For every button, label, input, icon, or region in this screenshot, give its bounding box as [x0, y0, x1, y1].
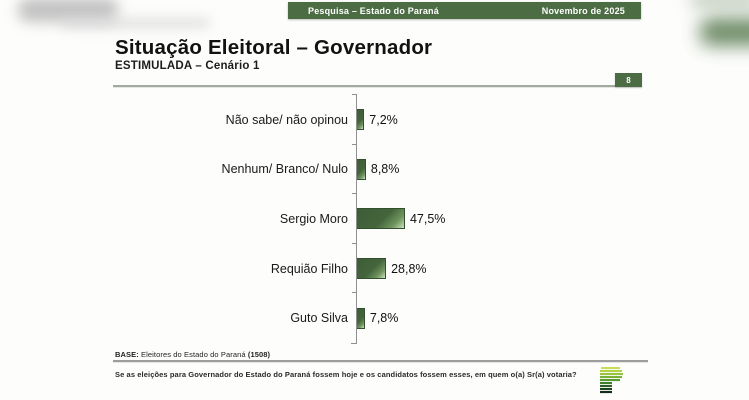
category-label: Guto Silva	[290, 311, 348, 326]
value-label: 28,8%	[391, 261, 427, 276]
category-label: Requião Filho	[270, 261, 348, 276]
footer-divider	[113, 360, 648, 363]
bar	[357, 109, 365, 131]
bar	[357, 258, 387, 280]
category-label: Sergio Moro	[279, 211, 348, 226]
chart-row: Nenhum/ Branco/ Nulo 8,8%	[115, 143, 545, 195]
value-label: 8,8%	[370, 162, 400, 177]
bar-area: 47,5%	[352, 193, 545, 244]
base-text: Eleitores do Estado do Paraná	[138, 350, 248, 359]
axis-bottom-tick	[351, 343, 357, 344]
category-label: Nenhum/ Branco/ Nulo	[221, 162, 348, 177]
base-count: (1508)	[247, 350, 271, 359]
green-p-stripes-logo	[600, 367, 623, 394]
bar-area: 7,2%	[352, 94, 545, 145]
page-number-badge: 8	[615, 73, 642, 87]
chart-row: Não sabe/ não opinou 7,2%	[115, 94, 545, 145]
title-divider	[113, 85, 615, 88]
value-label: 7,2%	[369, 112, 398, 127]
value-label: 7,8%	[369, 311, 399, 326]
chart-row: Sergio Moro 47,5%	[115, 193, 545, 244]
blurred-watermark-shadow	[60, 18, 210, 28]
bar-chart: Não sabe/ não opinou 7,2% Nenhum/ Branco…	[115, 94, 545, 344]
category-label: Não sabe/ não opinou	[225, 112, 348, 127]
page-number: 8	[626, 75, 631, 85]
blurred-green-object	[700, 18, 749, 46]
bar-area: 8,8%	[352, 143, 545, 195]
base-note: BASE: Eleitores do Estado do Paraná (150…	[115, 350, 270, 359]
top-strip-right-text: Novembro de 2025	[541, 5, 625, 16]
bar	[357, 208, 405, 230]
chart-row: Guto Silva 7,8%	[115, 292, 545, 343]
bar-area: 28,8%	[352, 242, 545, 294]
blurred-watermark	[18, 0, 118, 22]
bar	[357, 158, 366, 180]
page-title: Situação Eleitoral – Governador	[115, 36, 433, 59]
page-subtitle: ESTIMULADA – Cenário 1	[115, 60, 260, 72]
blurred-green-object-top	[690, 0, 749, 6]
base-label: BASE:	[115, 350, 139, 359]
top-strip: Pesquisa – Estado do Paraná Novembro de …	[288, 2, 641, 19]
bar	[357, 307, 365, 329]
bar-area: 7,8%	[352, 292, 545, 343]
survey-question: Se as eleições para Governador do Estado…	[115, 370, 577, 379]
chart-row: Requião Filho 28,8%	[115, 242, 545, 294]
top-strip-left-text: Pesquisa – Estado do Paraná	[308, 5, 439, 16]
value-label: 47,5%	[409, 211, 446, 226]
